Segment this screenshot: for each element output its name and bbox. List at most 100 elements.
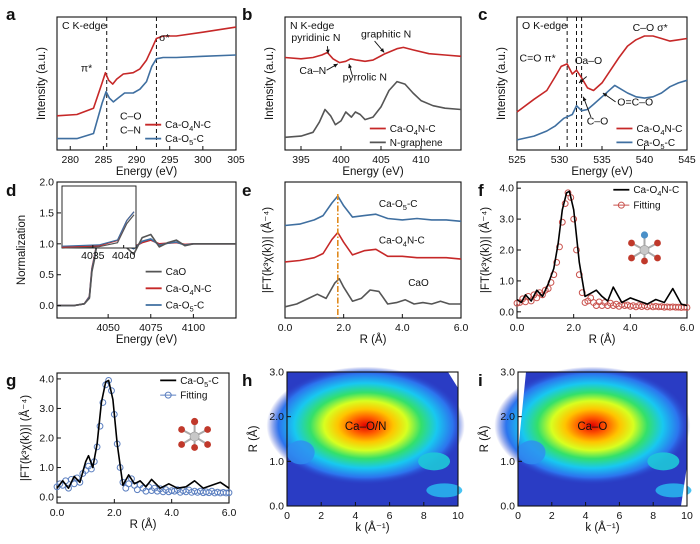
annotation-sigma: σ*	[159, 32, 170, 44]
x-tick-label: 530	[551, 154, 569, 166]
panel-label-e: e	[242, 181, 251, 200]
heatmap-peak-label: Ca–O/N	[345, 421, 387, 433]
heatmap-patch	[655, 483, 692, 498]
oxygen-atom	[628, 254, 635, 262]
y-axis-title: Intensity (a.u.)	[496, 47, 508, 120]
x-tick-label: 545	[678, 154, 696, 166]
chart-title: N K-edge	[290, 20, 335, 32]
annotation-sigma: C–O σ*	[633, 22, 668, 34]
y-axis-title: Normalization	[16, 215, 28, 285]
x-tick-label: 4	[583, 510, 589, 522]
y-tick-label: 1.5	[39, 207, 54, 219]
x-tick-label: 535	[593, 154, 611, 166]
inset-x-tick-label: 4040	[112, 250, 136, 262]
x-tick-label: 2	[549, 510, 555, 522]
y-tick-label: 3.0	[269, 367, 284, 379]
plot-frame	[284, 181, 462, 319]
y-tick-label: 0.0	[269, 501, 284, 513]
annotation-o-c-o: O=C–O	[617, 97, 653, 109]
x-tick-label: 8	[650, 510, 656, 522]
legend-ca-o5-c-label: Ca-O5-C	[165, 134, 204, 147]
calcium-atom	[189, 431, 200, 442]
x-tick-label: 405	[372, 154, 390, 166]
panel-d: 4035 4040 CaO Ca-O4N-C Ca-O5-C 4050 4075 4100 0.…	[16, 177, 237, 346]
x-tick-label: 8	[421, 510, 427, 522]
panel-h: Ca–O/N 0 2 4 6 8 10 0.0 1.0 2.0 3.0 k (Å⁻¹) R (Å)	[247, 367, 465, 534]
panel-label-d: d	[6, 181, 16, 200]
arrow-pyrrolic-head	[348, 63, 352, 69]
x-tick-label: 4.0	[623, 322, 638, 334]
series-line-ca-o5-c	[284, 195, 462, 227]
x-tick-label: 4100	[182, 322, 206, 334]
legend-ca-o5-c-label: Ca-O5-C	[180, 376, 219, 389]
oxygen-atom	[178, 441, 186, 448]
panel-a: C K-edge π* σ* C–O C–N Ca-O4N-CCa-O5-C 280 285 2…	[36, 16, 245, 178]
y-tick-label: 2.0	[39, 177, 54, 189]
fit-ring-marker	[88, 465, 95, 473]
plot-frame	[56, 181, 237, 319]
y-tick-label: 2.0	[499, 245, 514, 257]
y-axis-title: R (Å)	[478, 425, 491, 452]
x-axis-title: R (Å)	[589, 333, 616, 346]
y-tick-label: 0.0	[499, 306, 514, 318]
x-tick-label: 6	[387, 510, 393, 522]
x-tick-label: 285	[95, 154, 113, 166]
y-tick-label: 0.5	[39, 269, 54, 281]
series-line-ca-o4n-c	[516, 190, 688, 307]
x-tick-label: 0.0	[278, 322, 293, 334]
curve-label-ca-o5-c: Ca-O5-C	[379, 199, 418, 212]
oxygen-atom	[204, 426, 212, 433]
panel-c: O K-edge C=O π* Ca–O C–O O=C–O C–O σ* Ca-O4N-C…	[496, 16, 696, 178]
legend-ca-o4n-c-label: Ca-O4N-C	[390, 124, 436, 137]
legend-fitting-label: Fitting	[633, 201, 660, 212]
heatmap-blank-edge	[681, 466, 687, 506]
y-axis-title: R (Å)	[247, 425, 260, 452]
structure-model-ca-o4n	[628, 231, 661, 265]
panel-label-b: b	[242, 5, 252, 24]
annotation-cn: C–N	[120, 125, 141, 137]
panel-label-c: c	[478, 5, 487, 24]
y-axis-title: |FT(k³χ(k))| (Å⁻⁴)	[19, 395, 32, 481]
fit-ring-marker	[553, 259, 561, 266]
panel-label-h: h	[242, 371, 252, 390]
y-tick-label: 1.0	[39, 238, 54, 250]
x-axis-title: R (Å)	[130, 518, 157, 531]
y-tick-label: 3.0	[500, 367, 515, 379]
x-tick-label: 525	[508, 154, 526, 166]
x-axis-title: Energy (eV)	[571, 166, 633, 178]
x-tick-label: 410	[412, 154, 430, 166]
x-tick-label: 540	[636, 154, 654, 166]
annotation-graphitic: graphitic N	[361, 28, 411, 40]
legend-ca-o4n-c-label: Ca-O4N-C	[636, 124, 682, 137]
heatmap-blank-edge	[448, 372, 458, 388]
y-tick-label: 2.0	[39, 433, 54, 445]
heatmap-patch	[647, 452, 680, 471]
x-tick-label: 0	[515, 510, 521, 522]
annotation-ca-n: Ca–N	[299, 65, 326, 77]
x-tick-label: 4075	[139, 322, 163, 334]
x-tick-label: 300	[194, 154, 212, 166]
structure-model-ca-o5	[178, 417, 212, 451]
x-tick-label: 6	[616, 510, 622, 522]
annotation-pyridinic: pyridinic N	[291, 32, 340, 44]
fit-ring-marker	[222, 489, 230, 497]
x-tick-label: 6.0	[222, 507, 237, 519]
annotation-co: C–O	[120, 111, 142, 123]
annotation-ca-o: Ca–O	[575, 55, 602, 67]
legend-cao-label: CaO	[166, 267, 187, 278]
panel-g: Ca-O5-C Fitting 0.0 2.0 4.0 6.0 0.0 1.0 2.0 3.0 4.…	[19, 372, 237, 531]
fit-ring-marker	[128, 475, 135, 483]
x-tick-label: 395	[292, 154, 310, 166]
heatmap-patch	[418, 452, 451, 471]
series-line-n-graphene	[284, 80, 462, 139]
arrow-co-head	[582, 96, 587, 102]
y-tick-label: 4.0	[39, 373, 54, 385]
arrow-ca-o-head	[579, 78, 584, 83]
y-tick-label: 1.0	[499, 275, 514, 287]
plot-frame	[517, 371, 688, 507]
x-tick-label: 4050	[96, 322, 120, 334]
series-line-ca-o4n-c	[284, 46, 462, 64]
calcium-atom	[639, 245, 650, 255]
